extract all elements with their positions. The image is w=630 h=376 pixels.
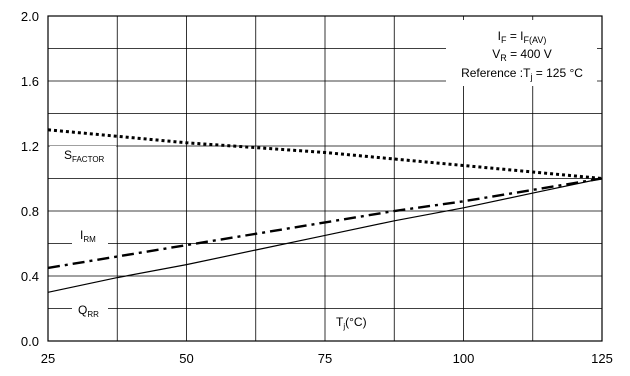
y-tick-label: 0.8 [21, 204, 39, 219]
x-tick-label: 25 [41, 351, 55, 366]
legend-line-vr: VR = 400 V [492, 47, 552, 63]
legend-box: IF = IF(AV) VR = 400 V Reference :Tj = 1… [446, 20, 597, 86]
label-tj-axis: Tj(°C) [326, 312, 380, 332]
series-line-sfactor [47, 128, 603, 180]
legend-line-if: IF = IF(AV) [498, 29, 547, 45]
x-tick-label: 75 [318, 351, 332, 366]
tick-label-layer: 25 50 75 100 125 0.0 0.4 0.8 1.2 1.6 2.0 [21, 9, 613, 366]
x-tick-label: 50 [179, 351, 193, 366]
x-tick-label: 125 [591, 351, 613, 366]
label-irm: IRM [72, 228, 108, 248]
x-tick-label: 100 [453, 351, 475, 366]
series-line-qrr [47, 177, 603, 293]
y-tick-label: 2.0 [21, 9, 39, 24]
y-tick-label: 1.6 [21, 74, 39, 89]
plot-frame [47, 15, 603, 342]
legend-line-reference: Reference :Tj = 125 °C [461, 66, 583, 82]
svg-text:Tj(°C): Tj(°C) [336, 315, 367, 331]
svg-text:SFACTOR: SFACTOR [64, 148, 105, 164]
y-tick-label: 0.0 [21, 334, 39, 349]
label-qrr: QRR [72, 302, 108, 322]
svg-text:IRM: IRM [80, 228, 96, 244]
series-line-irm [47, 177, 603, 270]
y-tick-label: 1.2 [21, 139, 39, 154]
label-sfactor: SFACTOR [50, 146, 116, 166]
svg-text:QRR: QRR [78, 303, 99, 319]
series-layer [47, 128, 603, 293]
y-tick-label: 0.4 [21, 269, 39, 284]
